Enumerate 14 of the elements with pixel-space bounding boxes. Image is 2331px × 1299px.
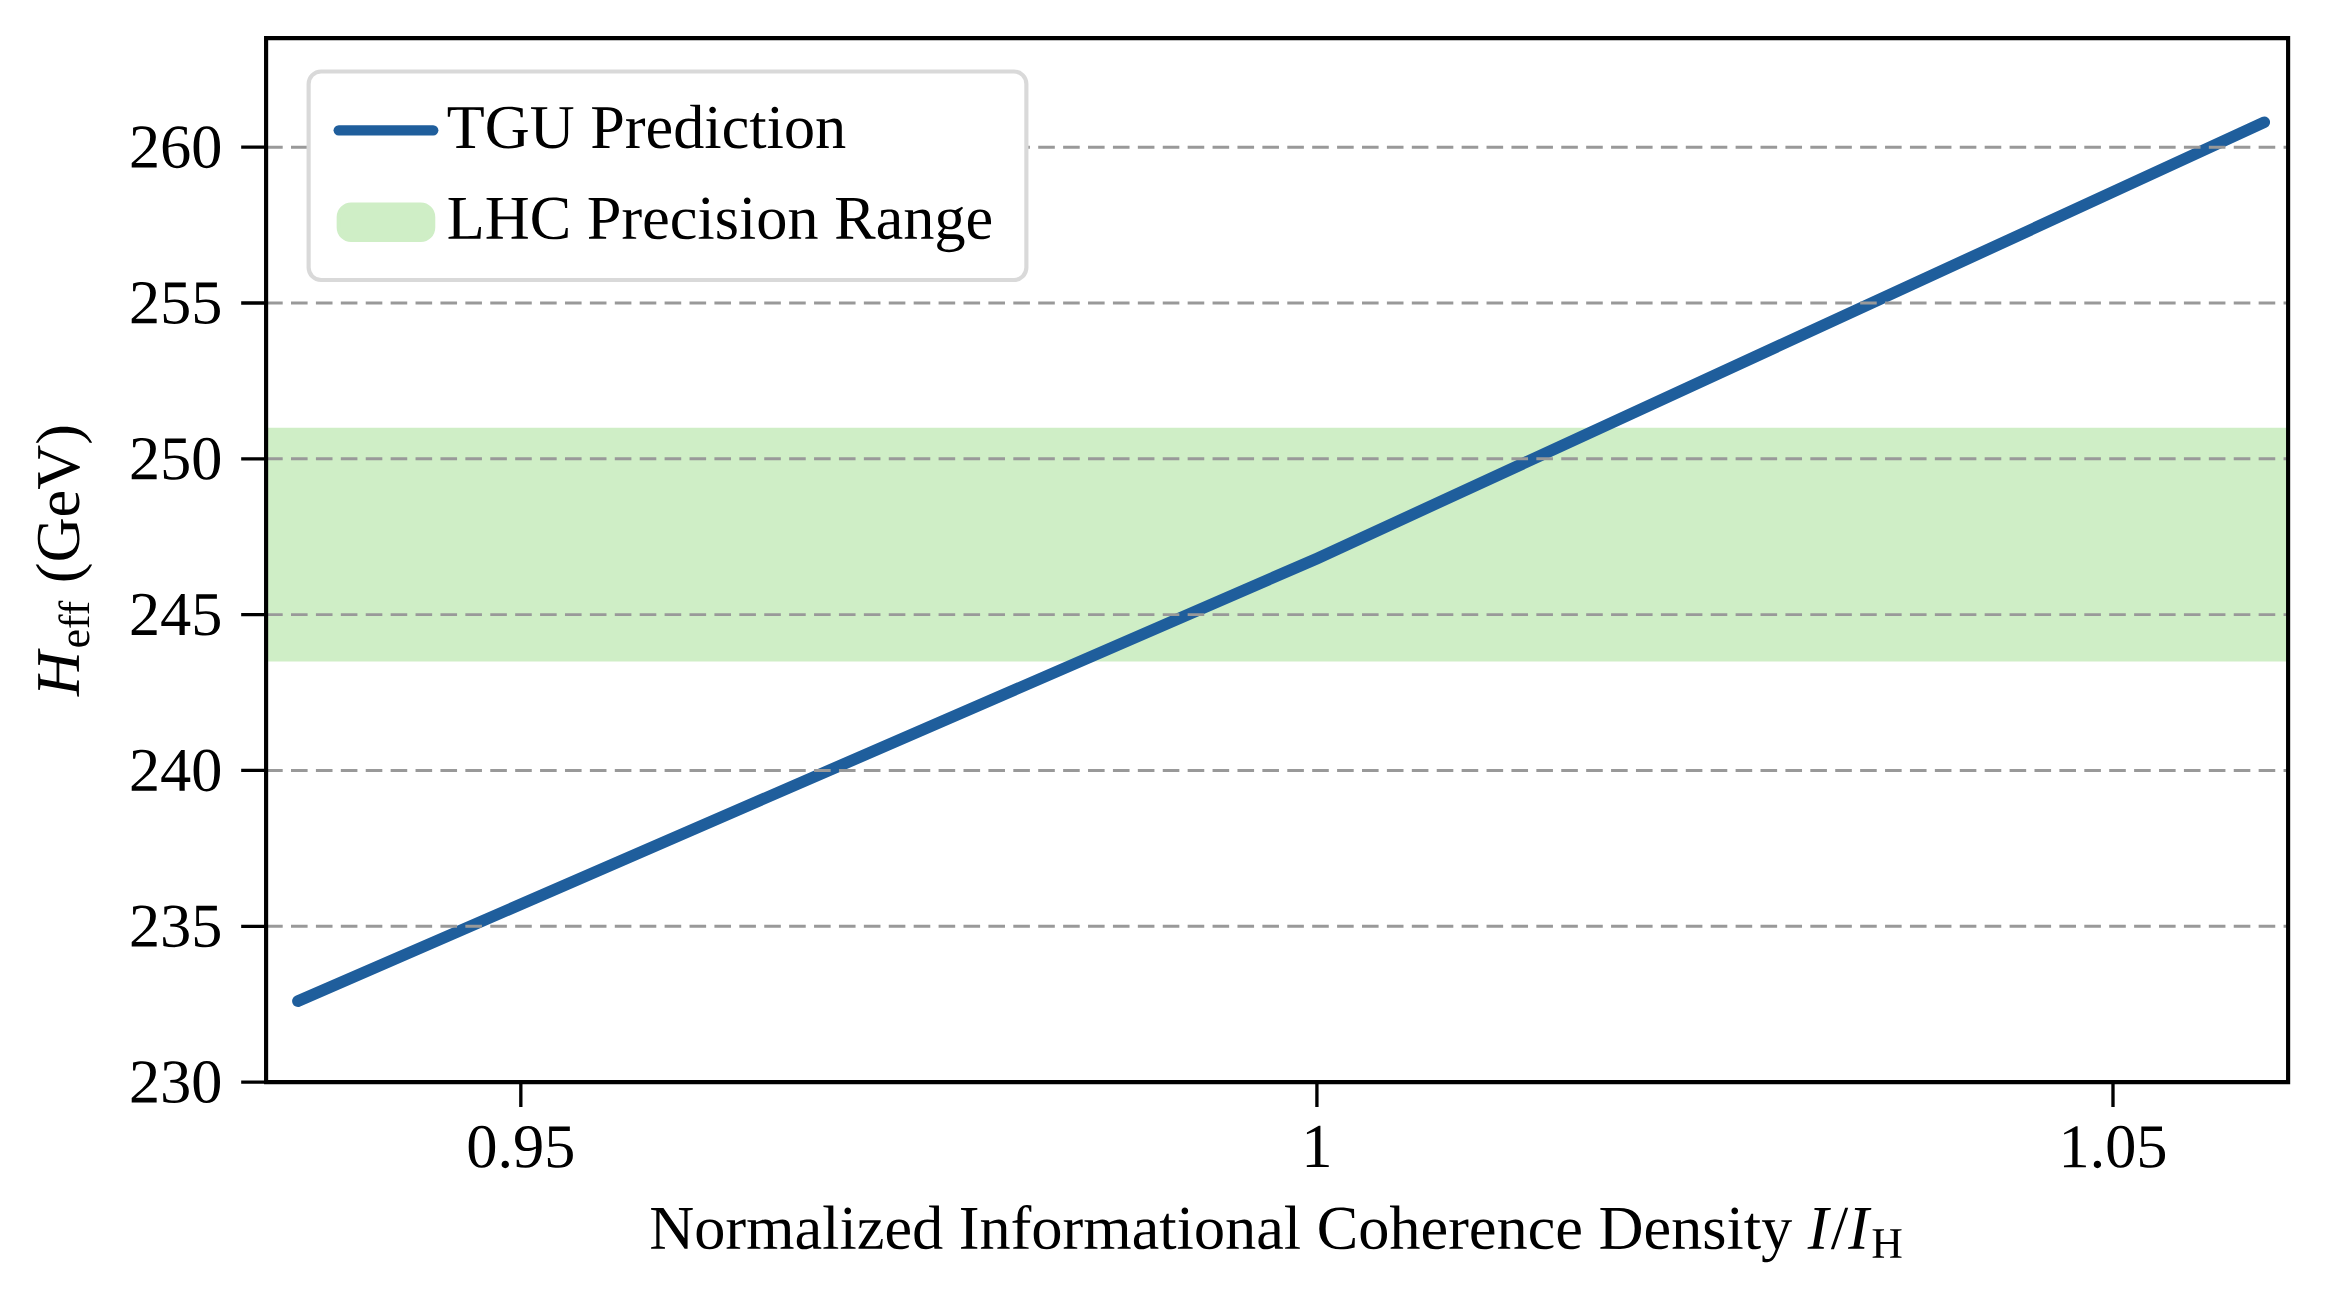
y-tick-label: 230 — [131, 1061, 221, 1104]
y-tick-label: 250 — [131, 437, 221, 480]
y-tick-label: 260 — [131, 126, 221, 169]
x-tick-label: 1 — [1306, 1125, 1329, 1167]
y-tick-label: 255 — [131, 282, 220, 324]
y-tick-label: 245 — [131, 593, 220, 636]
legend-label: LHC Precision Range — [448, 197, 992, 253]
y-tick-label: 235 — [131, 905, 220, 948]
y-tick-label: 240 — [131, 749, 221, 792]
x-axis-title: Normalized Informational Coherence Density I/I$_{H}$ — [651, 1204, 1902, 1263]
x-tick-label: 0.95 — [468, 1125, 573, 1169]
legend-label: TGU Prediction — [447, 104, 846, 149]
y-axis-title: H$_{eff}$ (GeV) — [35, 426, 93, 697]
x-tick-label: 1.05 — [2063, 1125, 2166, 1169]
